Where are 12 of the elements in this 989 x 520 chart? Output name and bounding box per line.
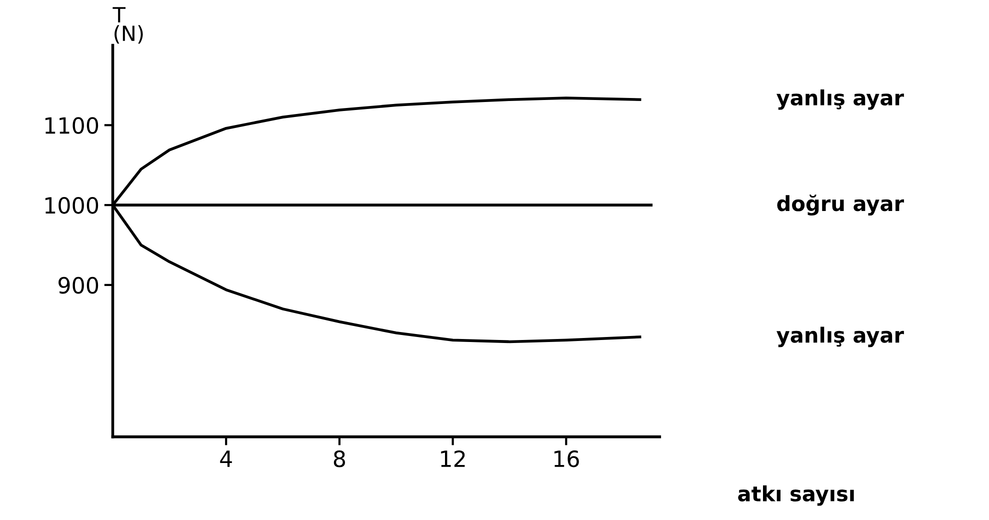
x-axis-title: atkı sayısı [738, 485, 854, 506]
x-tick-label: 4 [220, 450, 232, 467]
x-tick-label: 16 [554, 450, 579, 468]
text: doğru ayar [777, 194, 904, 216]
y-tick-label: 1100 [45, 117, 98, 134]
y-tick-label: 1000 [45, 197, 98, 214]
y-tick-label: 900 [58, 276, 98, 294]
x-tick-label: 8 [334, 450, 345, 468]
text: yanlış ayar [776, 89, 904, 110]
text: yanlış ayar [776, 326, 904, 348]
x-tick-label: 12 [441, 450, 465, 467]
y-axis-title: T (N) [112, 7, 143, 44]
